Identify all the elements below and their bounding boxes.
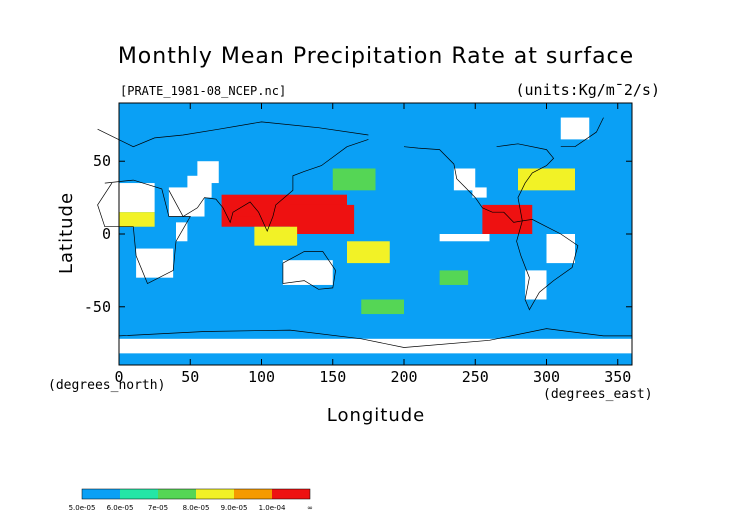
precip-region — [439, 270, 469, 285]
colorbar-swatch — [120, 489, 158, 499]
precip-region — [525, 270, 547, 300]
precip-region — [119, 338, 632, 354]
coastline-segment — [168, 139, 369, 232]
precip-region — [332, 168, 376, 191]
precip-region — [119, 212, 155, 227]
y-axis-unit: (degrees_north) — [48, 378, 165, 393]
precip-region — [119, 183, 155, 213]
x-tick-label: 300 — [533, 368, 560, 386]
precipitation-field — [119, 103, 632, 365]
precip-region — [254, 226, 298, 246]
y-axis-title: Latitude — [56, 192, 77, 274]
colorbar-label: 6.0e-05 — [107, 504, 134, 512]
colorbar-label: 8.0e-05 — [183, 504, 210, 512]
units-label: (units:Kg/m¯2/s) — [515, 81, 661, 99]
colorbar-swatch — [234, 489, 272, 499]
precip-region — [282, 260, 333, 285]
coastline-segment — [403, 143, 555, 223]
colorbar-label: ∞ — [307, 504, 313, 512]
coastlines — [97, 117, 632, 348]
precip-region — [439, 234, 490, 242]
colorbar-label: 9.0e-05 — [221, 504, 248, 512]
precip-region — [136, 248, 174, 278]
coastline-segment — [282, 251, 336, 290]
colorbar: 5.0e-05 6.0e-05 7e-05 8.0e-05 9.0e-05 1.0e-04… — [69, 488, 313, 512]
colorbar-label: 1.0e-04 — [259, 504, 286, 512]
precip-region — [560, 117, 590, 140]
precip-region — [472, 187, 487, 198]
coastline-segment — [97, 121, 369, 148]
colorbar-frame — [81, 488, 311, 500]
x-tick-label: 0 — [114, 368, 123, 386]
coastline-segment — [560, 117, 604, 148]
precip-region — [546, 234, 575, 264]
x-tick-label: 250 — [462, 368, 489, 386]
x-tick-label: 200 — [390, 368, 417, 386]
precip-region — [482, 204, 533, 234]
colorbar-swatch — [158, 489, 196, 499]
y-tick-label: -50 — [84, 298, 111, 316]
y-tick-label: 50 — [93, 152, 111, 170]
precip-region — [347, 241, 390, 264]
x-tick-label: 50 — [181, 368, 199, 386]
precip-region — [518, 168, 575, 191]
x-axis-title: Longitude — [327, 405, 426, 426]
colorbar-label: 5.0e-05 — [69, 504, 96, 512]
x-tick-label: 150 — [319, 368, 346, 386]
precip-region — [197, 161, 219, 184]
x-tick-label: 100 — [248, 368, 275, 386]
axis-ticks: 0 50 100 150 200 250 300 350 50 0 -50 — [84, 103, 632, 386]
precip-region — [233, 197, 262, 217]
precip-region — [453, 168, 476, 191]
precip-region — [290, 204, 355, 234]
colorbar-swatch — [196, 489, 234, 499]
coastline-segment — [516, 219, 579, 311]
colorbar-swatch — [272, 489, 310, 499]
dataset-label: [PRATE_1981-08_NCEP.nc] — [120, 84, 287, 98]
precip-region — [361, 299, 404, 315]
chart-title: Monthly Mean Precipitation Rate at surfa… — [117, 44, 635, 69]
x-tick-label: 350 — [604, 368, 631, 386]
x-axis-unit: (degrees_east) — [543, 387, 653, 402]
coastline-segment — [97, 179, 191, 284]
coastline-segment — [118, 328, 632, 348]
colorbar-swatch — [82, 489, 120, 499]
colorbar-label: 7e-05 — [148, 504, 168, 512]
y-tick-label: 0 — [102, 225, 111, 243]
